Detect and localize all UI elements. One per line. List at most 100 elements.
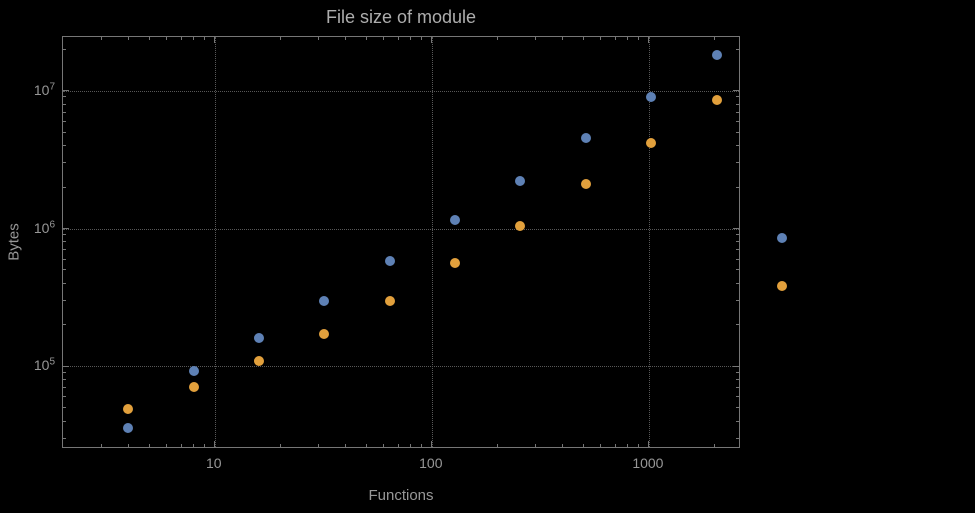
x-gridline xyxy=(431,37,433,447)
y-tick-mark xyxy=(63,90,69,92)
y-tick-mark xyxy=(736,249,739,251)
y-tick-mark xyxy=(736,407,739,409)
chart-title: File size of module xyxy=(325,7,477,27)
x-tick-mark xyxy=(317,37,319,40)
data-point-orange xyxy=(254,355,265,366)
data-point-orange xyxy=(384,295,395,306)
y-tick-mark xyxy=(736,103,739,105)
y-tick-mark xyxy=(736,372,739,374)
y-tick-mark xyxy=(63,300,66,302)
x-tick-mark xyxy=(344,37,346,40)
x-tick-mark xyxy=(431,441,433,447)
x-tick-mark xyxy=(166,37,168,40)
data-point-orange xyxy=(515,220,526,231)
y-tick-mark xyxy=(63,407,66,409)
x-tick-mark xyxy=(534,444,536,447)
data-point-blue xyxy=(646,91,657,102)
data-point-blue xyxy=(711,50,722,61)
x-tick-mark xyxy=(365,37,367,40)
y-tick-mark xyxy=(63,420,66,422)
x-tick-mark xyxy=(496,444,498,447)
y-tick-mark xyxy=(63,234,66,236)
data-point-orange xyxy=(123,404,134,415)
y-tick-mark xyxy=(736,111,739,113)
y-tick-mark xyxy=(733,90,739,92)
x-tick-mark xyxy=(583,37,585,40)
data-point-blue xyxy=(254,333,265,344)
x-tick-mark xyxy=(148,37,150,40)
x-tick-mark xyxy=(193,37,195,40)
x-tick-mark xyxy=(627,37,629,40)
x-tick-mark xyxy=(193,444,195,447)
x-tick-mark xyxy=(397,37,399,40)
x-tick-mark xyxy=(166,444,168,447)
y-tick-mark xyxy=(736,379,739,381)
y-tick-mark xyxy=(733,228,739,229)
y-tick-mark xyxy=(63,269,66,271)
x-tick-mark xyxy=(204,37,206,40)
x-tick-mark xyxy=(100,37,102,40)
x-tick-mark xyxy=(496,37,498,40)
y-tick-mark xyxy=(736,186,739,188)
data-point-orange xyxy=(319,328,330,339)
y-tick-mark xyxy=(736,162,739,164)
y-tick-mark xyxy=(736,234,739,236)
data-point-orange xyxy=(776,281,787,292)
x-tick-mark xyxy=(365,444,367,447)
y-tick-mark xyxy=(63,48,66,50)
x-tick-mark xyxy=(344,444,346,447)
y-tick-mark xyxy=(63,379,66,381)
x-axis-label: Functions xyxy=(368,487,434,504)
y-tick-mark xyxy=(736,282,739,284)
x-tick-mark xyxy=(214,37,216,43)
x-tick-mark xyxy=(100,444,102,447)
x-tick-mark xyxy=(421,37,423,40)
x-tick-mark xyxy=(614,444,616,447)
y-tick-mark xyxy=(63,365,69,367)
data-point-orange xyxy=(580,179,591,190)
data-point-blue xyxy=(319,295,330,306)
y-tick-mark xyxy=(733,365,739,367)
x-tick-mark xyxy=(638,37,640,40)
y-tick-mark xyxy=(63,387,66,389)
x-tick-mark xyxy=(638,444,640,447)
y-tick-mark xyxy=(736,48,739,50)
y-tick-mark xyxy=(63,282,66,284)
x-tick-mark xyxy=(204,444,206,447)
data-point-blue xyxy=(776,232,787,243)
x-tick-mark xyxy=(431,37,433,43)
y-tick-mark xyxy=(736,96,739,98)
x-tick-mark xyxy=(648,37,650,43)
x-tick-mark xyxy=(534,37,536,40)
y-tick-mark xyxy=(63,186,66,188)
x-gridline xyxy=(648,37,650,447)
x-tick-label: 1000 xyxy=(632,455,664,471)
y-tick-mark xyxy=(63,396,66,398)
x-tick-mark xyxy=(648,441,650,447)
data-point-orange xyxy=(711,95,722,106)
y-tick-mark xyxy=(736,387,739,389)
y-tick-mark xyxy=(63,372,66,374)
y-tick-mark xyxy=(63,111,66,113)
x-tick-mark xyxy=(421,444,423,447)
x-tick-mark xyxy=(148,444,150,447)
y-tick-mark xyxy=(63,145,66,146)
data-point-blue xyxy=(515,176,526,187)
y-tick-mark xyxy=(736,120,739,122)
y-gridline xyxy=(63,228,739,230)
y-tick-mark xyxy=(63,437,66,439)
x-tick-mark xyxy=(383,37,385,40)
x-tick-mark xyxy=(562,444,564,447)
x-tick-label: 10 xyxy=(205,455,222,471)
x-tick-mark xyxy=(397,444,399,447)
y-tick-mark xyxy=(63,131,66,133)
y-tick-label: 107 xyxy=(33,80,55,98)
x-tick-mark xyxy=(279,37,281,40)
y-tick-label: 106 xyxy=(33,218,55,236)
y-tick-mark xyxy=(63,324,66,326)
y-tick-mark xyxy=(736,437,739,439)
x-tick-mark xyxy=(279,444,281,447)
x-tick-mark xyxy=(410,37,412,40)
x-tick-mark xyxy=(127,37,129,40)
